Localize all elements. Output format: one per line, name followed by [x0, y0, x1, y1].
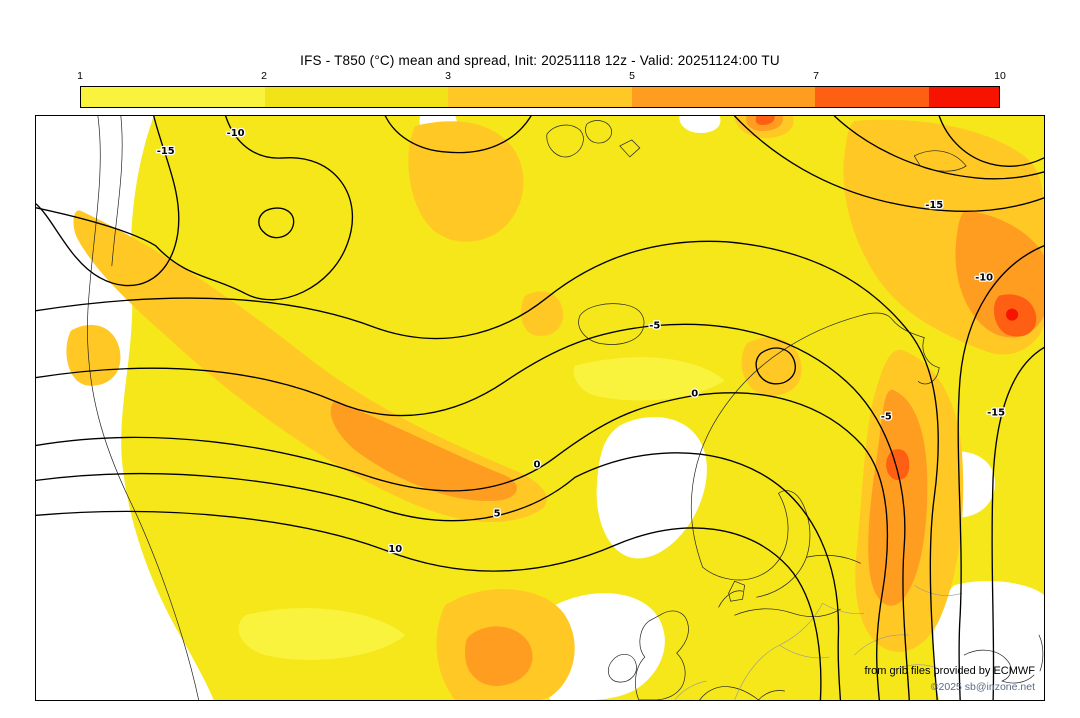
- contour-labels: -10 -15 -5 0 0 5 10 -5 -15 -10 -15: [155, 127, 1006, 557]
- contour-label: -5: [649, 321, 660, 332]
- britain-coastline: [635, 610, 689, 700]
- weather-map-svg: -10 -15 -5 0 0 5 10 -5 -15 -10 -15: [36, 116, 1044, 700]
- colorbar-segment: [448, 87, 632, 107]
- contour-label: 0: [534, 459, 541, 470]
- colorbar-segment: [815, 87, 930, 107]
- contour-label: -15: [925, 200, 943, 211]
- contour-label: -5: [881, 411, 892, 422]
- colorbar: 1 2 3 5 7 10: [77, 70, 1006, 108]
- colorbar-tick-label: 10: [994, 70, 1006, 82]
- colorbar-tick-label: 5: [629, 70, 635, 82]
- attribution-source: from grib files provided by ECMWF: [864, 664, 1035, 677]
- attribution-copyright: ©2025 sb@inzone.net: [930, 680, 1035, 693]
- contour-label: -10: [227, 128, 245, 139]
- greenland-coastline: [87, 116, 200, 700]
- colorbar-tick-label: 3: [445, 70, 451, 82]
- denmark-coastline: [728, 580, 745, 602]
- colorbar-segment: [81, 87, 265, 107]
- colorbar-segment: [264, 87, 449, 107]
- colorbar-segment: [929, 87, 999, 107]
- contour-label: 10: [388, 544, 402, 555]
- colorbar-ticks: 1 2 3 5 7 10: [77, 70, 1006, 84]
- contour-label: -15: [987, 407, 1005, 418]
- colorbar-tick-label: 1: [77, 70, 83, 82]
- colorbar-segments: [80, 86, 1000, 108]
- colorbar-segment: [631, 87, 816, 107]
- attribution: from grib files provided by ECMWF ©2025 …: [864, 664, 1035, 695]
- contour-label: -10: [975, 273, 993, 284]
- colorbar-tick-label: 2: [261, 70, 267, 82]
- black-sea-coastline: [963, 649, 1035, 684]
- ireland-coastline: [607, 654, 637, 683]
- contour-label: 0: [691, 389, 698, 400]
- contour-label: -15: [157, 146, 175, 157]
- weather-map: -10 -15 -5 0 0 5 10 -5 -15 -10 -15 from …: [35, 115, 1045, 701]
- coastlines: [87, 116, 1044, 700]
- colorbar-tick-label: 7: [813, 70, 819, 82]
- country-borders: [674, 584, 963, 700]
- scandinavia-coastline: [690, 312, 925, 568]
- chart-title: IFS - T850 (°C) mean and spread, Init: 2…: [300, 53, 780, 68]
- contour-label: 5: [494, 508, 501, 519]
- svalbard-coastline: [546, 124, 584, 158]
- temperature-contours: [36, 116, 1044, 700]
